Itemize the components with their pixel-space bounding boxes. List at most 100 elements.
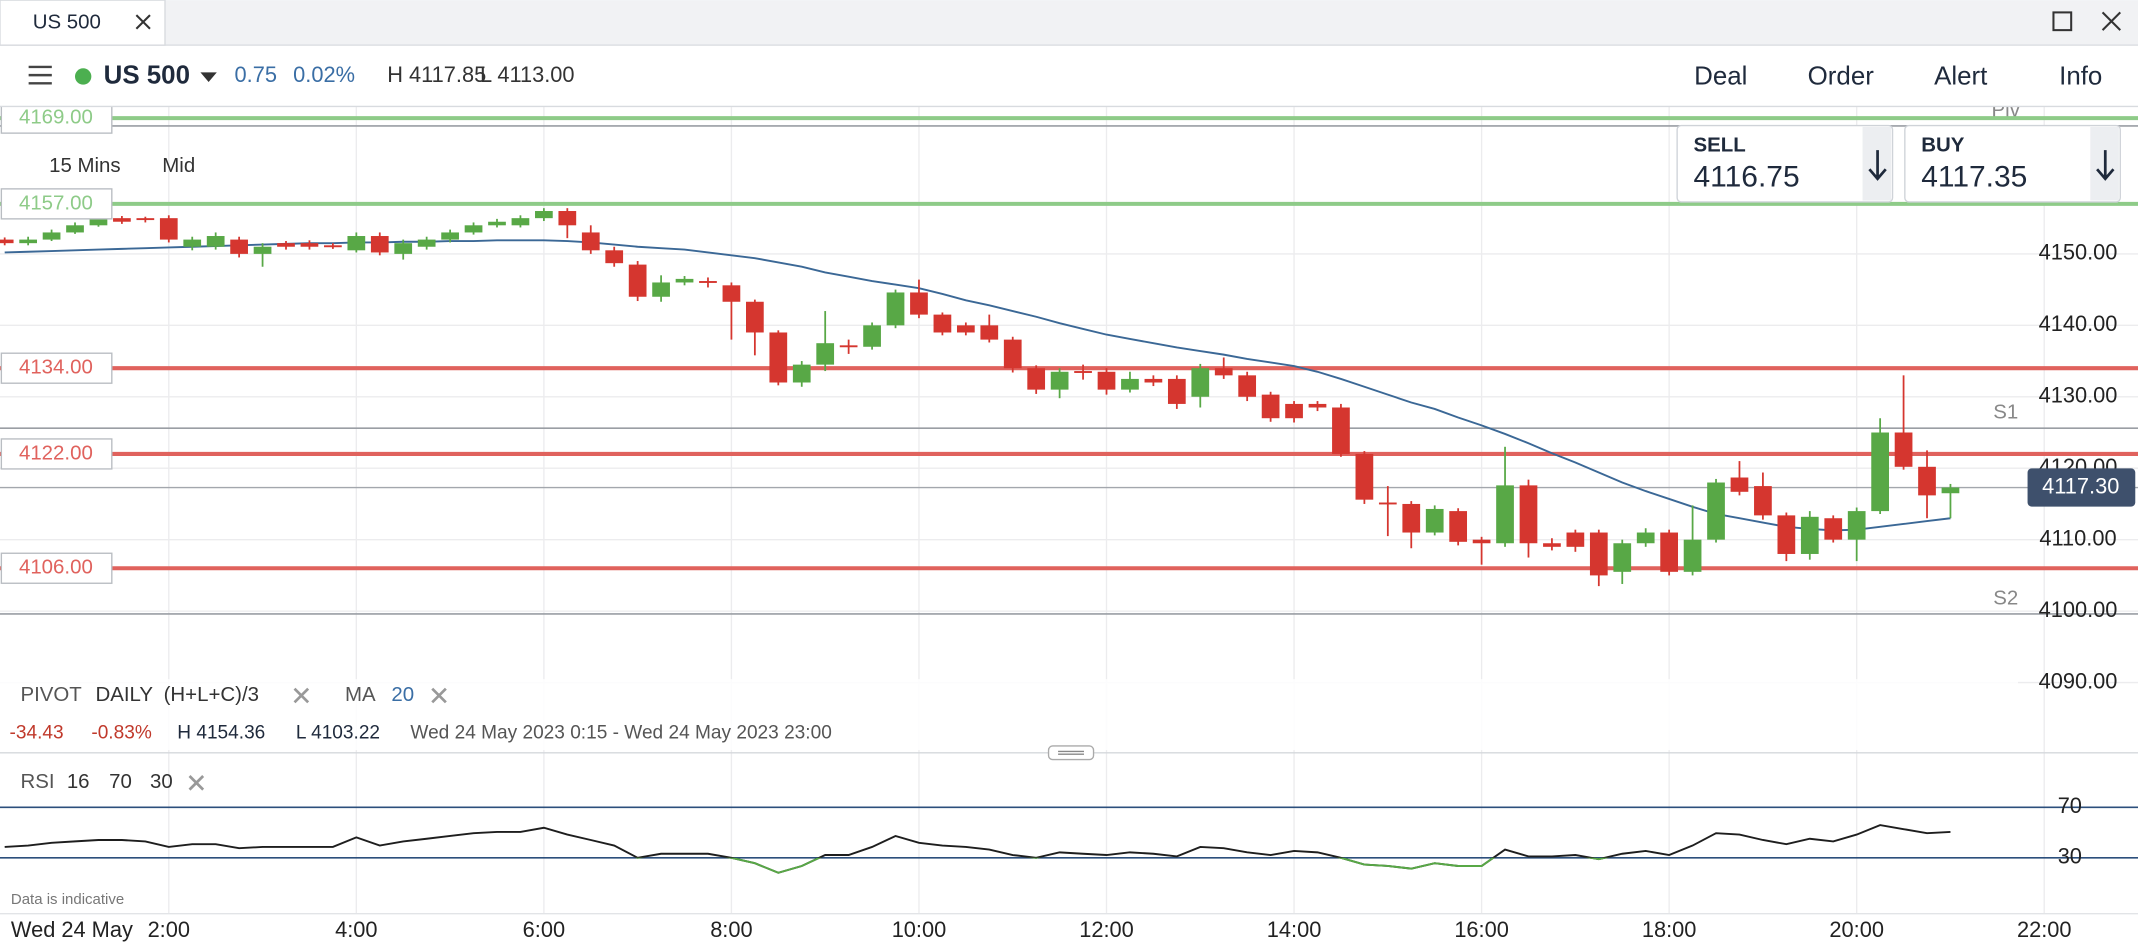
sell-box[interactable]: SELL 4116.75	[1676, 124, 1894, 203]
candle-body	[66, 225, 84, 233]
x-tick-label: 2:00	[148, 917, 190, 942]
tab-title: US 500	[33, 11, 101, 34]
candle-body	[839, 345, 858, 348]
top-bars: US 500 US 500 0.75 0.02% H 4117.85 L 411…	[0, 0, 2138, 108]
y-tick-label: 4150.00	[2039, 240, 2118, 265]
candle-body	[1566, 532, 1585, 547]
x-tick-label: 10:00	[892, 917, 947, 942]
candle-body	[816, 343, 835, 365]
candle-body	[886, 292, 905, 326]
candle-body	[535, 211, 553, 219]
menu-order[interactable]: Order	[1808, 63, 1875, 91]
candle-body	[1191, 368, 1210, 397]
stats-high: H 4154.36	[177, 723, 265, 744]
instrument-dropdown[interactable]	[200, 72, 217, 82]
pivot-label: PIVOT	[20, 683, 82, 706]
remove-ma[interactable]	[431, 687, 447, 704]
level-tag	[0, 552, 113, 584]
tab[interactable]	[0, 0, 166, 46]
remove-rsi[interactable]	[188, 775, 205, 791]
candle-body	[1871, 432, 1889, 512]
candle-body	[347, 236, 366, 251]
menu-info[interactable]: Info	[2059, 63, 2102, 91]
candle-body	[1543, 543, 1561, 547]
candle-body	[206, 236, 225, 247]
tab-bar	[0, 0, 2138, 46]
x-tick-label: 6:00	[523, 917, 565, 942]
candle-body	[1425, 508, 1444, 533]
ma-period: 20	[391, 683, 414, 706]
candle-body	[511, 218, 530, 226]
header-change-pct: 0.02%	[293, 62, 355, 87]
ma-label: MA	[345, 683, 376, 706]
candle-body	[1847, 511, 1866, 540]
price-type-button[interactable]: Mid	[162, 154, 195, 177]
buy-arrow	[2096, 150, 2115, 181]
candle-body	[136, 218, 155, 221]
candle-body	[183, 239, 202, 247]
sell-label: SELL	[1693, 133, 1745, 156]
pivot-period: DAILY	[95, 683, 153, 706]
candle-body	[1027, 368, 1046, 390]
candle-body	[277, 243, 295, 247]
remove-pivot[interactable]	[293, 687, 310, 704]
stats-range: Wed 24 May 2023 0:15 - Wed 24 May 2023 2…	[410, 723, 831, 744]
candle-body	[792, 364, 811, 383]
rsi-tick-label: 30	[2058, 844, 2082, 869]
candle-body	[1754, 486, 1772, 516]
y-tick-label: 4110.00	[2039, 525, 2116, 550]
candle-body	[1167, 378, 1186, 404]
candle-body	[1355, 453, 1374, 500]
rsi-upper: 70	[109, 770, 132, 793]
stats-change-pct: -0.83%	[91, 723, 151, 744]
x-tick-label: 14:00	[1267, 917, 1322, 942]
rsi-tick-label: 70	[2058, 793, 2082, 818]
x-tick-label: 22:00	[2017, 917, 2072, 942]
candle-body	[769, 332, 788, 383]
x-tick-label: 12:00	[1079, 917, 1134, 942]
menu-button[interactable]	[28, 65, 52, 85]
candle-body	[746, 301, 764, 333]
candle-body	[1402, 503, 1421, 533]
menu-alert[interactable]: Alert	[1934, 63, 1987, 91]
candle-body	[863, 325, 881, 347]
indicative-note: Data is indicative	[11, 891, 124, 908]
maximize-button[interactable]	[2052, 11, 2073, 32]
stats-change: -34.43	[10, 723, 64, 744]
candle-body	[1636, 532, 1655, 544]
level-tag	[0, 188, 113, 220]
last-price-label: 4117.30	[2042, 473, 2119, 498]
header-high: H 4117.85	[387, 62, 486, 87]
handle-grip	[1058, 750, 1084, 755]
buy-label: BUY	[1921, 133, 1965, 156]
candle-body	[417, 239, 436, 247]
level-tag	[0, 102, 113, 134]
candle-body	[1378, 502, 1397, 505]
candle-body	[1214, 368, 1233, 376]
sell-panel[interactable]	[1676, 124, 1894, 203]
instrument-name[interactable]: US 500	[104, 61, 190, 89]
interval-button[interactable]: 15 Mins	[49, 154, 121, 177]
close-button[interactable]	[2101, 11, 2121, 31]
candle-body	[1097, 371, 1116, 390]
y-tick-label: 4100.00	[2039, 597, 2118, 622]
candle-body	[0, 239, 14, 244]
header-change: 0.75	[235, 62, 277, 87]
buy-panel[interactable]	[1904, 124, 2121, 203]
candle-body	[1660, 532, 1679, 572]
divider-handle[interactable]	[1047, 745, 1095, 761]
x-tick-label: 8:00	[710, 917, 752, 942]
chart-overlay: 15 Mins Mid SELL 4116.75 BUY 4117.35	[49, 124, 2121, 203]
candle-body	[1308, 403, 1327, 408]
axis-date: Wed 24 May	[11, 917, 133, 942]
menu-deal[interactable]: Deal	[1694, 63, 1747, 91]
tab-close[interactable]	[135, 14, 151, 30]
level-label: 4122.00	[19, 441, 93, 464]
candle-body	[956, 325, 975, 333]
candle-body	[722, 285, 741, 302]
x-tick-label: 4:00	[335, 917, 377, 942]
market-status	[74, 68, 92, 85]
buy-box[interactable]: BUY 4117.35	[1904, 124, 2121, 203]
candle-body	[1261, 394, 1280, 419]
